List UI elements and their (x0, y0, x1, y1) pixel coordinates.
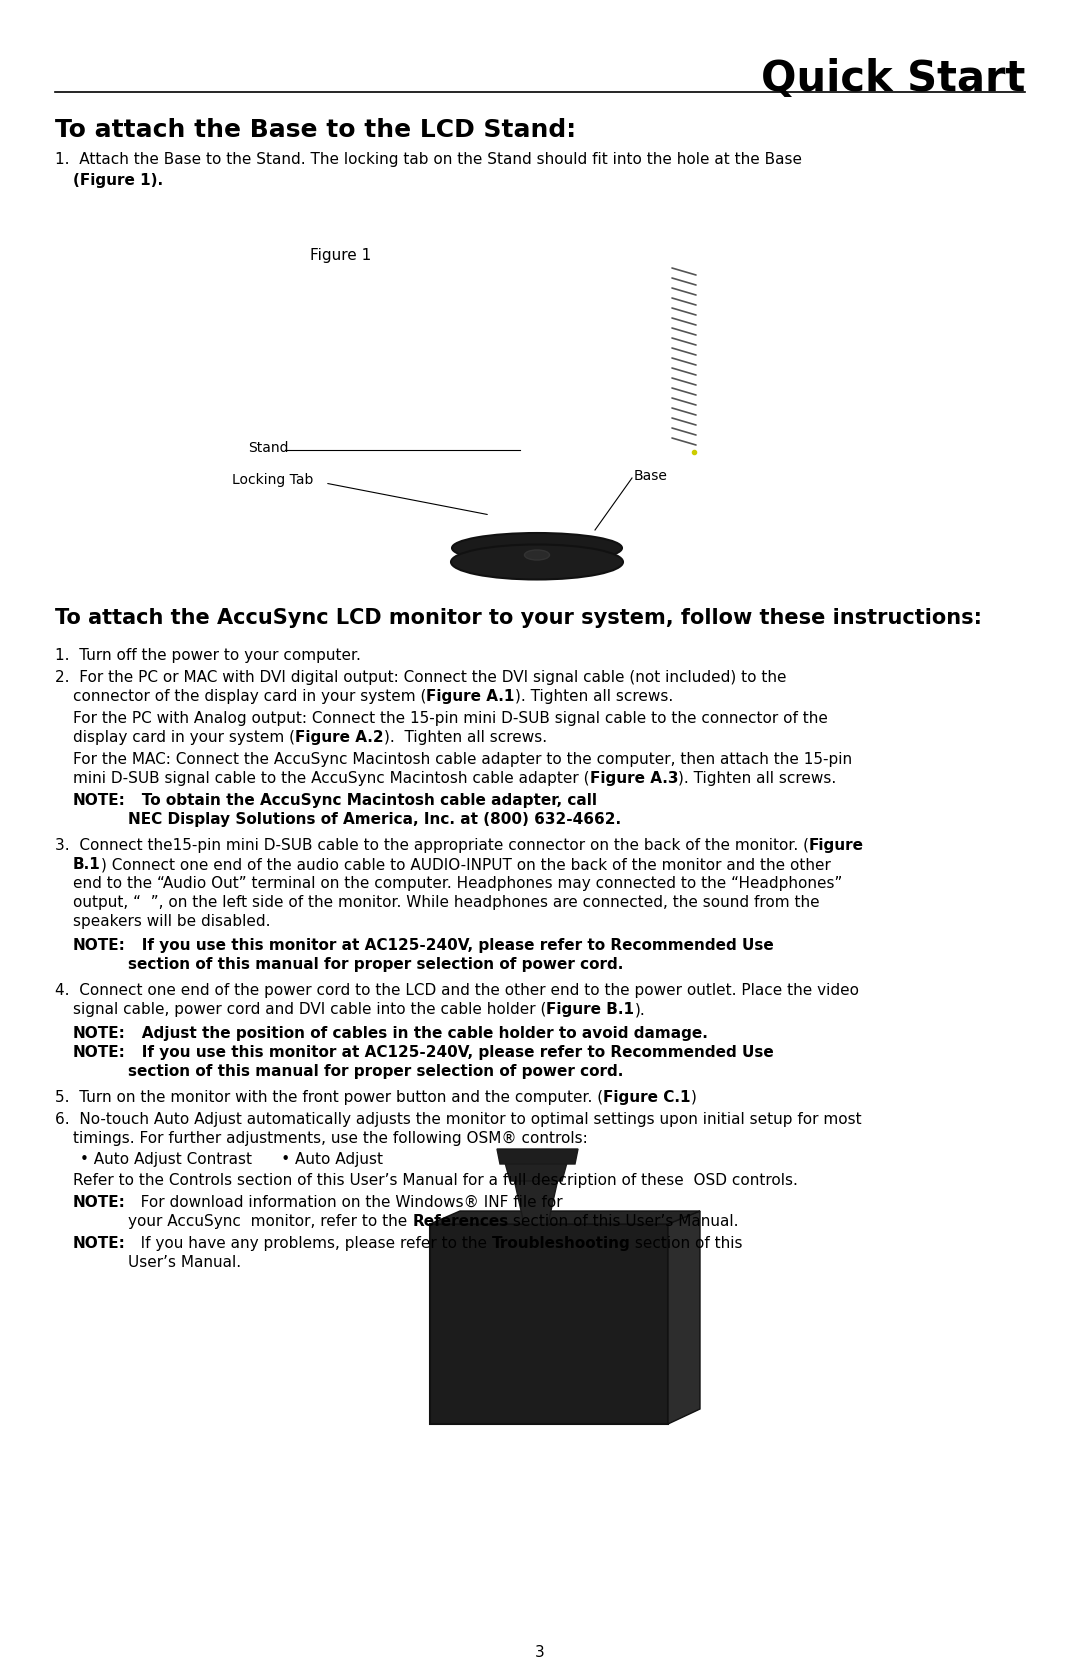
Text: B.1: B.1 (73, 856, 100, 871)
Text: ) Connect one end of the audio cable to AUDIO-INPUT on the back of the monitor a: ) Connect one end of the audio cable to … (100, 856, 831, 871)
Polygon shape (669, 1212, 700, 1424)
Text: Stand: Stand (248, 441, 288, 456)
Text: display card in your system (: display card in your system ( (73, 729, 295, 744)
Text: NOTE:: NOTE: (73, 1026, 126, 1041)
Text: output, “  ”, on the left side of the monitor. While headphones are connected, t: output, “ ”, on the left side of the mon… (73, 895, 820, 910)
Ellipse shape (453, 532, 622, 562)
Text: To attach the AccuSync LCD monitor to your system, follow these instructions:: To attach the AccuSync LCD monitor to yo… (55, 608, 982, 628)
Text: For the MAC: Connect the AccuSync Macintosh cable adapter to the computer, then : For the MAC: Connect the AccuSync Macint… (73, 753, 852, 768)
Text: section of this: section of this (631, 1237, 743, 1252)
Text: Locking Tab: Locking Tab (232, 472, 313, 487)
Text: 1.  Turn off the power to your computer.: 1. Turn off the power to your computer. (55, 648, 361, 663)
Text: Figure A.2: Figure A.2 (295, 729, 383, 744)
Text: ).  Tighten all screws.: ). Tighten all screws. (383, 729, 546, 744)
Ellipse shape (525, 551, 550, 561)
Polygon shape (430, 1212, 700, 1223)
Text: 1.  Attach the Base to the Stand. The locking tab on the Stand should fit into t: 1. Attach the Base to the Stand. The loc… (55, 152, 802, 167)
Text: Refer to the Controls section of this User’s Manual for a full description of th: Refer to the Controls section of this Us… (73, 1173, 798, 1188)
Text: 2.  For the PC or MAC with DVI digital output: Connect the DVI signal cable (not: 2. For the PC or MAC with DVI digital ou… (55, 669, 786, 684)
Polygon shape (430, 1223, 669, 1424)
Text: Figure A.1: Figure A.1 (427, 689, 515, 704)
Text: 5.  Turn on the monitor with the front power button and the computer. (: 5. Turn on the monitor with the front po… (55, 1090, 603, 1105)
Text: NOTE:: NOTE: (73, 1045, 126, 1060)
Text: section of this manual for proper selection of power cord.: section of this manual for proper select… (129, 956, 623, 971)
Text: NOTE:: NOTE: (73, 793, 126, 808)
Text: ).: ). (634, 1001, 645, 1016)
Text: mini D-SUB signal cable to the AccuSync Macintosh cable adapter (: mini D-SUB signal cable to the AccuSync … (73, 771, 590, 786)
Text: Figure 1: Figure 1 (310, 249, 372, 264)
Polygon shape (504, 1158, 568, 1182)
Ellipse shape (451, 544, 623, 579)
Text: If you use this monitor at AC125-240V, please refer to Recommended Use: If you use this monitor at AC125-240V, p… (126, 938, 773, 953)
Text: User’s Manual.: User’s Manual. (129, 1255, 241, 1270)
Text: Figure C.1: Figure C.1 (603, 1090, 690, 1105)
Text: (Figure 1).: (Figure 1). (73, 174, 163, 189)
Polygon shape (497, 1148, 578, 1163)
Text: 4.  Connect one end of the power cord to the LCD and the other end to the power : 4. Connect one end of the power cord to … (55, 983, 859, 998)
Text: NEC Display Solutions of America, Inc. at (800) 632-4662.: NEC Display Solutions of America, Inc. a… (129, 813, 621, 828)
Text: 3.  Connect the15-pin mini D-SUB cable to the appropriate connector on the back : 3. Connect the15-pin mini D-SUB cable to… (55, 838, 809, 853)
Text: Adjust the position of cables in the cable holder to avoid damage.: Adjust the position of cables in the cab… (126, 1026, 707, 1041)
Text: To attach the Base to the LCD Stand:: To attach the Base to the LCD Stand: (55, 118, 576, 142)
Text: Quick Start: Quick Start (760, 58, 1025, 100)
Text: Figure B.1: Figure B.1 (546, 1001, 634, 1016)
Text: References: References (413, 1213, 509, 1228)
Text: connector of the display card in your system (: connector of the display card in your sy… (73, 689, 427, 704)
Text: If you use this monitor at AC125-240V, please refer to Recommended Use: If you use this monitor at AC125-240V, p… (126, 1045, 773, 1060)
Text: 3: 3 (535, 1646, 545, 1661)
Text: NOTE:: NOTE: (73, 938, 126, 953)
Text: Figure: Figure (809, 838, 864, 853)
Text: NOTE:: NOTE: (73, 1195, 126, 1210)
Text: speakers will be disabled.: speakers will be disabled. (73, 915, 270, 930)
Text: section of this manual for proper selection of power cord.: section of this manual for proper select… (129, 1065, 623, 1078)
Text: To obtain the AccuSync Macintosh cable adapter, call: To obtain the AccuSync Macintosh cable a… (126, 793, 597, 808)
Text: Troubleshooting: Troubleshooting (491, 1237, 631, 1252)
Text: For download information on the Windows® INF file for: For download information on the Windows®… (126, 1195, 563, 1210)
Text: ). Tighten all screws.: ). Tighten all screws. (678, 771, 836, 786)
Text: Base: Base (634, 469, 667, 482)
Text: ): ) (690, 1090, 697, 1105)
Text: 6.  No-touch Auto Adjust automatically adjusts the monitor to optimal settings u: 6. No-touch Auto Adjust automatically ad… (55, 1112, 862, 1127)
Text: your AccuSync  monitor, refer to the: your AccuSync monitor, refer to the (129, 1213, 413, 1228)
Text: If you have any problems, please refer to the: If you have any problems, please refer t… (126, 1237, 491, 1252)
Text: Figure A.3: Figure A.3 (590, 771, 678, 786)
Text: ). Tighten all screws.: ). Tighten all screws. (515, 689, 673, 704)
Text: NOTE:: NOTE: (73, 1237, 126, 1252)
Text: For the PC with Analog output: Connect the 15-pin mini D-SUB signal cable to the: For the PC with Analog output: Connect t… (73, 711, 828, 726)
Text: section of this User’s Manual.: section of this User’s Manual. (509, 1213, 739, 1228)
Text: • Auto Adjust Contrast      • Auto Adjust: • Auto Adjust Contrast • Auto Adjust (80, 1152, 383, 1167)
Text: signal cable, power cord and DVI cable into the cable holder (: signal cable, power cord and DVI cable i… (73, 1001, 546, 1016)
Text: end to the “Audio Out” terminal on the computer. Headphones may connected to the: end to the “Audio Out” terminal on the c… (73, 876, 842, 891)
Polygon shape (514, 1178, 558, 1223)
Text: timings. For further adjustments, use the following OSM® controls:: timings. For further adjustments, use th… (73, 1132, 588, 1147)
